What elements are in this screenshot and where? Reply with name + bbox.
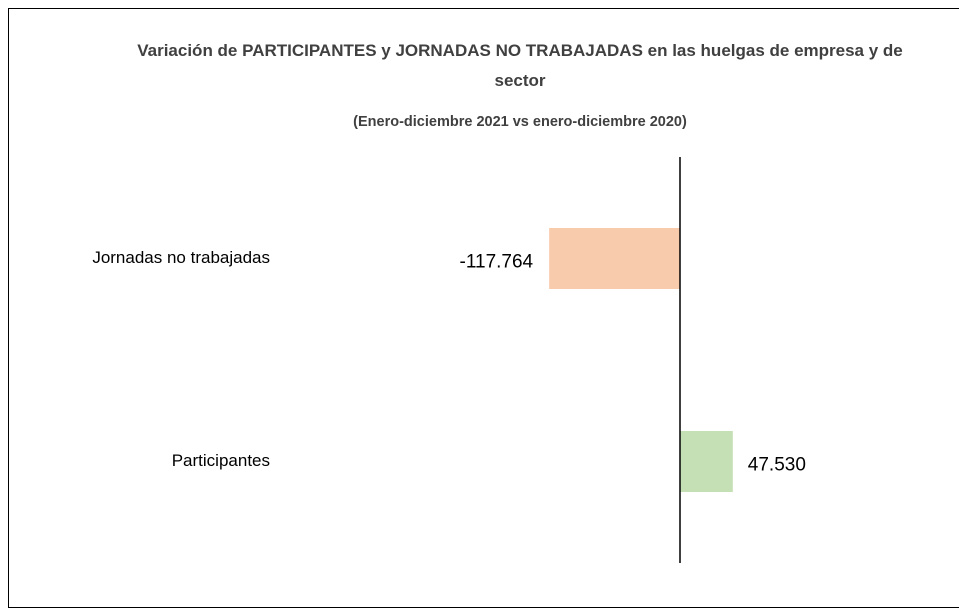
chart: Jornadas no trabajadas -117.764 Participan… <box>92 157 806 563</box>
page: {"chart_data": {"type": "bar", "orientat… <box>8 8 959 608</box>
category-label: Participantes <box>172 451 270 470</box>
bar <box>549 228 680 289</box>
value-label: 47.530 <box>748 455 806 476</box>
category-label: Jornadas no trabajadas <box>92 248 270 267</box>
chart-title: Variación de PARTICIPANTES y JORNADAS NO… <box>137 41 903 90</box>
bar <box>680 431 733 492</box>
chart-subtitle: (Enero-diciembre 2021 vs enero-diciembre… <box>353 114 687 130</box>
value-label: -117.764 <box>460 252 534 273</box>
